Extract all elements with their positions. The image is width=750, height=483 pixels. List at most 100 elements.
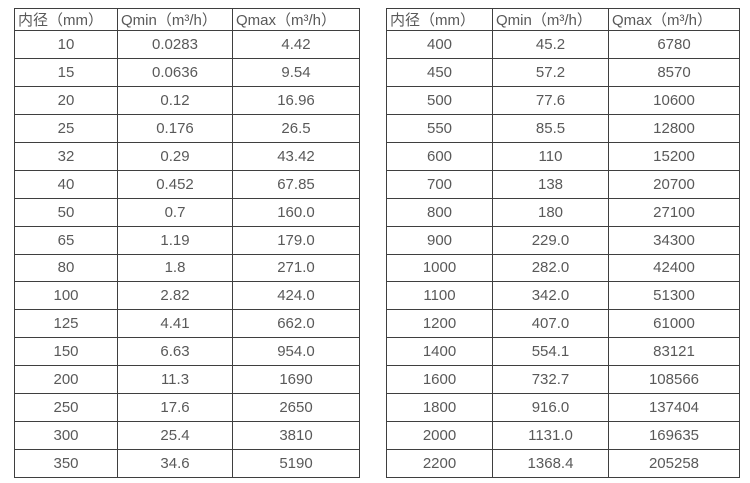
cell: 0.29: [117, 141, 233, 171]
cell: 65: [14, 225, 118, 255]
cell: 271.0: [232, 253, 360, 283]
cell: 0.0283: [117, 30, 233, 59]
table-row: 2000 1131.0 169635: [386, 421, 740, 451]
header-row: 内径（mm） Qmin（m³/h） Qmax（m³/h）: [386, 8, 740, 31]
cell: 8570: [608, 57, 740, 87]
cell: 16.96: [232, 85, 360, 115]
cell: 0.7: [117, 197, 233, 227]
cell: 17.6: [117, 393, 233, 423]
cell: 11.3: [117, 365, 233, 395]
cell: 4.41: [117, 309, 233, 339]
cell: 27100: [608, 197, 740, 227]
cell: 25: [14, 113, 118, 143]
cell: 424.0: [232, 281, 360, 311]
cell: 205258: [608, 449, 740, 478]
table-body: 10 0.0283 4.42 15 0.0636 9.54 20 0.12 16.96 25 0.1…: [14, 30, 360, 478]
cell: 282.0: [492, 253, 609, 283]
table-row: 1600 732.7 108566: [386, 365, 740, 395]
cell: 50: [14, 197, 118, 227]
table-row: 1800 916.0 137404: [386, 393, 740, 423]
cell: 42400: [608, 253, 740, 283]
cell: 150: [14, 337, 118, 367]
cell: 1690: [232, 365, 360, 395]
cell: 61000: [608, 309, 740, 339]
cell: 83121: [608, 337, 740, 367]
cell: 350: [14, 449, 118, 478]
cell: 180: [492, 197, 609, 227]
cell: 1400: [386, 337, 493, 367]
cell: 2000: [386, 421, 493, 451]
cell: 10: [14, 30, 118, 59]
table-row: 40 0.452 67.85: [14, 169, 360, 199]
cell: 51300: [608, 281, 740, 311]
cell: 77.6: [492, 85, 609, 115]
cell: 110: [492, 141, 609, 171]
table-row: 15 0.0636 9.54: [14, 57, 360, 87]
cell: 662.0: [232, 309, 360, 339]
table-row: 2200 1368.4 205258: [386, 449, 740, 478]
cell: 169635: [608, 421, 740, 451]
cell: 2.82: [117, 281, 233, 311]
cell: 179.0: [232, 225, 360, 255]
cell: 954.0: [232, 337, 360, 367]
table-row: 300 25.4 3810: [14, 421, 360, 451]
cell: 1200: [386, 309, 493, 339]
cell: 2650: [232, 393, 360, 423]
flow-table-small-diameters: 内径（mm） Qmin（m³/h） Qmax（m³/h） 10 0.0283 4.4…: [14, 8, 360, 478]
table-header: 内径（mm） Qmin（m³/h） Qmax（m³/h）: [14, 8, 360, 31]
cell: 0.12: [117, 85, 233, 115]
cell: 43.42: [232, 141, 360, 171]
cell: 550: [386, 113, 493, 143]
cell: 1800: [386, 393, 493, 423]
cell: 1600: [386, 365, 493, 395]
cell: 600: [386, 141, 493, 171]
table-row: 1100 342.0 51300: [386, 281, 740, 311]
cell: 732.7: [492, 365, 609, 395]
table-header: 内径（mm） Qmin（m³/h） Qmax（m³/h）: [386, 8, 740, 31]
table-row: 600 110 15200: [386, 141, 740, 171]
col-header-qmin: Qmin（m³/h）: [117, 8, 233, 31]
table-row: 200 11.3 1690: [14, 365, 360, 395]
cell: 85.5: [492, 113, 609, 143]
cell: 1100: [386, 281, 493, 311]
table-row: 10 0.0283 4.42: [14, 30, 360, 59]
cell: 200: [14, 365, 118, 395]
cell: 0.0636: [117, 57, 233, 87]
table-row: 1200 407.0 61000: [386, 309, 740, 339]
table-row: 800 180 27100: [386, 197, 740, 227]
table-row: 350 34.6 5190: [14, 449, 360, 478]
cell: 1131.0: [492, 421, 609, 451]
cell: 229.0: [492, 225, 609, 255]
cell: 20: [14, 85, 118, 115]
cell: 6780: [608, 30, 740, 59]
cell: 67.85: [232, 169, 360, 199]
col-header-inner-diameter: 内径（mm）: [386, 8, 493, 31]
table-row: 25 0.176 26.5: [14, 113, 360, 143]
table-row: 450 57.2 8570: [386, 57, 740, 87]
cell: 108566: [608, 365, 740, 395]
cell: 700: [386, 169, 493, 199]
cell: 1000: [386, 253, 493, 283]
cell: 554.1: [492, 337, 609, 367]
cell: 1.19: [117, 225, 233, 255]
cell: 342.0: [492, 281, 609, 311]
table-row: 1400 554.1 83121: [386, 337, 740, 367]
table-row: 80 1.8 271.0: [14, 253, 360, 283]
table-row: 50 0.7 160.0: [14, 197, 360, 227]
table-row: 20 0.12 16.96: [14, 85, 360, 115]
table-row: 700 138 20700: [386, 169, 740, 199]
cell: 0.452: [117, 169, 233, 199]
cell: 2200: [386, 449, 493, 478]
cell: 450: [386, 57, 493, 87]
cell: 125: [14, 309, 118, 339]
table-body: 400 45.2 6780 450 57.2 8570 500 77.6 10600 550 85.…: [386, 30, 740, 478]
cell: 407.0: [492, 309, 609, 339]
cell: 12800: [608, 113, 740, 143]
header-row: 内径（mm） Qmin（m³/h） Qmax（m³/h）: [14, 8, 360, 31]
cell: 100: [14, 281, 118, 311]
cell: 900: [386, 225, 493, 255]
table-row: 1000 282.0 42400: [386, 253, 740, 283]
col-header-qmax: Qmax（m³/h）: [232, 8, 360, 31]
cell: 32: [14, 141, 118, 171]
